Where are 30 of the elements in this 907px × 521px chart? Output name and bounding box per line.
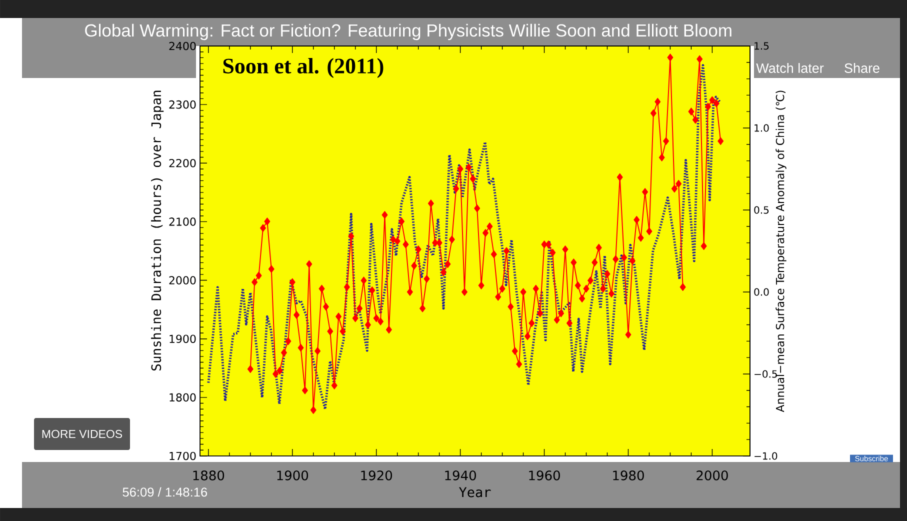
chart-title: Global Warming: Fact or Fiction? Featuring Physicists Willie Soon and Elliott Bloom	[85, 24, 732, 40]
text: Share	[844, 63, 880, 73]
y-tick-label: 1700	[170, 452, 196, 460]
x-tick-label: 1880	[193, 470, 224, 480]
y2-tick-label: −1.0	[754, 452, 778, 460]
y-tick-label: 2200	[169, 158, 196, 168]
x-tick-label: 2000	[696, 470, 728, 480]
y-tick-label: 1900	[170, 334, 196, 344]
y-tick-label: 2000	[169, 276, 196, 284]
y-axis-title: Sunshine Duration (hours) over Japan	[151, 90, 164, 370]
text: Soon et al. (2011)	[223, 58, 384, 78]
y2-tick-label: −0.5	[754, 370, 777, 378]
y2-axis-title: Annual−mean Surface Temperature Anomaly of China (℃)	[776, 90, 786, 412]
text: Watch later	[756, 63, 824, 73]
x-axis-title: Year	[459, 487, 491, 498]
y-tick-label: 2300	[169, 100, 196, 109]
x-tick-label: 1920	[361, 470, 392, 480]
y2-tick-label: 1.0	[754, 124, 769, 132]
text: 56:09 / 1:48:16	[122, 487, 208, 497]
y2-tick-label: 0.5	[754, 206, 769, 214]
y-tick-label: 2100	[169, 218, 196, 226]
y-tick-label: 1800	[170, 393, 196, 402]
text: MORE VIDEOS	[42, 430, 122, 438]
y2-tick-label: 1.5	[754, 42, 769, 50]
y2-tick-label: 0.0	[754, 288, 769, 296]
x-tick-label: 1940	[445, 470, 476, 480]
x-tick-label: 1980	[613, 470, 644, 480]
x-tick-label: 1960	[529, 470, 560, 480]
x-tick-label: 1900	[277, 470, 308, 480]
y-tick-label: 2400	[169, 42, 196, 50]
